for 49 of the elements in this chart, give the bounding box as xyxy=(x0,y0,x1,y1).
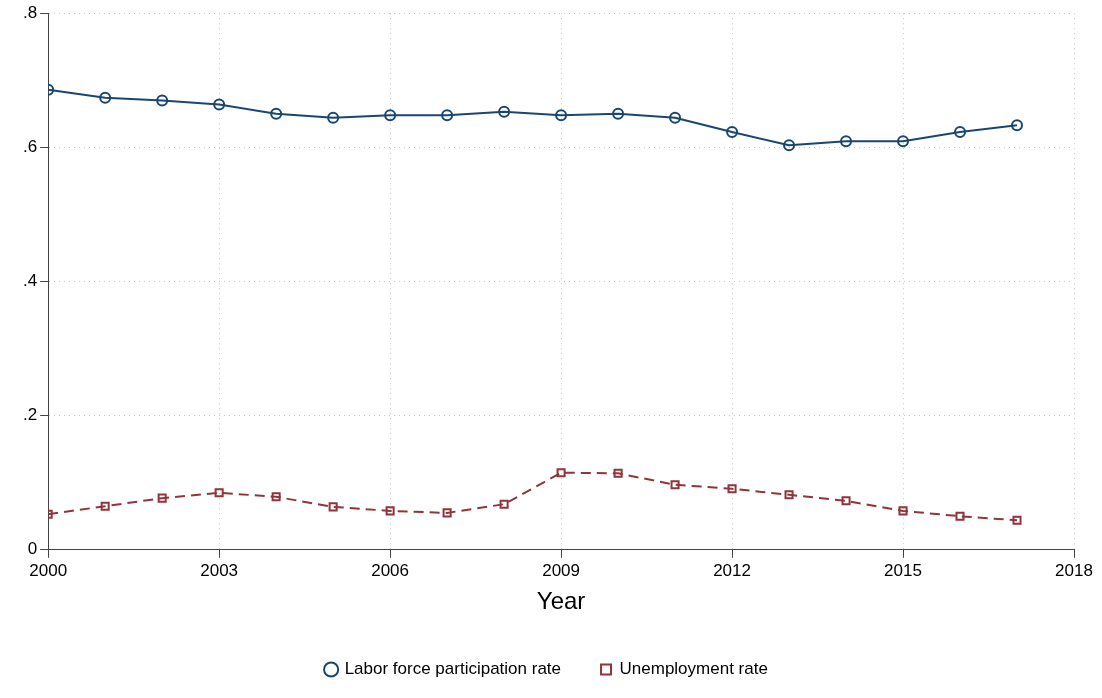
point xyxy=(897,135,910,148)
point xyxy=(441,109,454,122)
x-tick-label: 2003 xyxy=(200,560,239,580)
point xyxy=(328,502,338,512)
x-tick-label: 2015 xyxy=(884,560,922,580)
point xyxy=(271,492,281,502)
legend-label: Unemployment rate xyxy=(619,659,768,679)
x-tick-label: 2018 xyxy=(1055,560,1093,580)
y-tick-label: .4 xyxy=(22,271,38,291)
point xyxy=(784,490,794,500)
point xyxy=(555,109,568,122)
point xyxy=(499,499,509,509)
point xyxy=(669,111,682,124)
point xyxy=(841,496,851,506)
point xyxy=(442,508,452,518)
point xyxy=(385,506,395,516)
x-tick-label: 2012 xyxy=(713,560,751,580)
y-tick-label: .2 xyxy=(22,405,38,425)
point xyxy=(954,125,967,138)
point xyxy=(898,506,908,516)
point xyxy=(214,488,224,498)
point xyxy=(156,94,169,107)
point xyxy=(270,107,283,120)
point xyxy=(1011,119,1024,132)
x-axis-title: Year xyxy=(536,587,586,615)
y-tick-label: .8 xyxy=(22,2,38,22)
x-tick-label: 2006 xyxy=(371,560,410,580)
point xyxy=(727,484,737,494)
y-tick-label: .6 xyxy=(22,137,38,157)
y-tick-label: 0 xyxy=(27,539,38,559)
legend-label: Labor force participation rate xyxy=(344,659,562,679)
point xyxy=(670,480,680,490)
point xyxy=(613,468,623,478)
point xyxy=(498,105,511,118)
point xyxy=(99,91,112,104)
point xyxy=(612,107,625,120)
point xyxy=(783,139,796,152)
point xyxy=(327,111,340,124)
point xyxy=(840,135,853,148)
point xyxy=(157,493,167,503)
point xyxy=(1012,515,1022,525)
point xyxy=(955,511,965,521)
point xyxy=(213,98,226,111)
x-tick-label: 2000 xyxy=(29,560,68,580)
point xyxy=(556,468,566,478)
point xyxy=(384,109,397,122)
point xyxy=(726,125,739,138)
x-tick-label: 2009 xyxy=(542,560,580,580)
point xyxy=(100,501,110,511)
